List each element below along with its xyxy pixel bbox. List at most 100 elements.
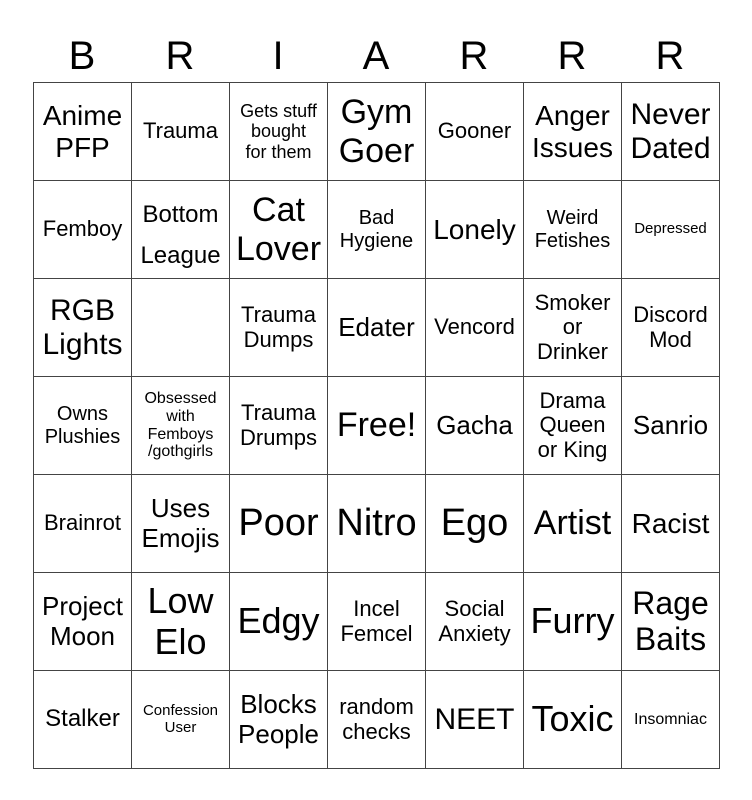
bingo-cell[interactable]: Trauma Drumps [230,377,328,475]
bingo-cell[interactable]: Stalker [34,671,132,769]
cell-label: Free! [336,406,417,445]
bingo-cell[interactable]: Brainrot [34,475,132,573]
cell-label: Furry [530,600,615,642]
cell-label: Femboy [42,216,123,242]
cell-label: Gacha [436,409,513,440]
bingo-cell[interactable]: Gets stuff bought for them [230,83,328,181]
cell-label: Obsessed with Femboys /gothgirls [144,389,217,461]
cell-label: Trauma Drumps [239,399,317,450]
bingo-cell[interactable]: Insomniac [622,671,720,769]
bingo-cell[interactable]: Cat Lover [230,181,328,279]
bingo-cell[interactable]: Bottom League [132,181,230,279]
cell-label: Bottom League [140,200,221,269]
bingo-cell[interactable]: RGB Lights [34,279,132,377]
cell-label: Anger Issues [532,100,613,163]
bingo-cell[interactable]: Owns Plushies [34,377,132,475]
bingo-cell[interactable]: Trauma [132,83,230,181]
cell-label: Uses Emojis [141,493,220,553]
cell-label: Drama Queen or King [537,387,608,462]
bingo-cell[interactable]: Ego [426,475,524,573]
cell-label: Racist [631,507,710,539]
cell-label: Low Elo [147,580,214,662]
cell-label: Bad Hygiene [339,207,414,252]
cell-label: Gets stuff bought for them [240,101,317,162]
bingo-cell[interactable]: Vencord [426,279,524,377]
bingo-cell[interactable]: Confession User [132,671,230,769]
cell-label: Vencord [434,314,515,340]
bingo-grid: Anime PFP Trauma Gets stuff bought for the… [33,82,720,769]
cell-label: Depressed [634,220,707,238]
cell-label: Blocks People [238,689,319,749]
bingo-cell[interactable]: Free! [328,377,426,475]
cell-label: Gooner [437,118,512,144]
cell-label: Social Anxiety [438,595,511,646]
cell-label: random checks [339,693,414,744]
bingo-cell[interactable]: Project Moon [34,573,132,671]
cell-label: Smoker or Drinker [534,289,611,364]
bingo-cell[interactable]: Gooner [426,83,524,181]
cell-label: Owns Plushies [44,403,121,448]
header-letter: A [362,34,390,78]
cell-label: Lonely [433,213,516,245]
bingo-cell[interactable]: Gym Goer [328,83,426,181]
cell-label: Stalker [45,705,120,733]
bingo-cell[interactable]: Sanrio [622,377,720,475]
cell-label: RGB Lights [42,293,123,361]
header-letter: R [557,34,587,78]
bingo-cell[interactable] [132,279,230,377]
bingo-cell[interactable]: Discord Mod [622,279,720,377]
cell-label: Incel Femcel [340,595,413,646]
bingo-cell[interactable]: random checks [328,671,426,769]
cell-label: Insomniac [634,710,707,728]
bingo-cell[interactable]: Edater [328,279,426,377]
bingo-cell[interactable]: Uses Emojis [132,475,230,573]
bingo-cell[interactable]: Femboy [34,181,132,279]
bingo-cell[interactable]: Poor [230,475,328,573]
cell-label: Nitro [336,502,417,545]
bingo-cell[interactable]: Incel Femcel [328,573,426,671]
bingo-cell[interactable]: Gacha [426,377,524,475]
cell-label: Brainrot [43,510,122,536]
bingo-cell[interactable]: Depressed [622,181,720,279]
header-letter: B [68,34,96,78]
cell-label: Poor [238,502,319,545]
cell-label: Ego [440,502,509,545]
cell-label: Edater [338,311,415,342]
bingo-cell[interactable]: Bad Hygiene [328,181,426,279]
cell-label: NEET [434,702,515,736]
bingo-cell[interactable]: Blocks People [230,671,328,769]
cell-label: Cat Lover [235,191,322,268]
bingo-cell[interactable]: Anger Issues [524,83,622,181]
cell-label: Sanrio [632,409,709,440]
bingo-cell[interactable]: Nitro [328,475,426,573]
cell-label: Gym Goer [338,93,415,170]
header-letter: I [272,34,284,78]
cell-label: Never Dated [630,97,711,165]
cell-label: Toxic [531,698,614,740]
bingo-cell[interactable]: Obsessed with Femboys /gothgirls [132,377,230,475]
bingo-cell[interactable]: Edgy [230,573,328,671]
bingo-cell[interactable]: Drama Queen or King [524,377,622,475]
bingo-cell[interactable]: Toxic [524,671,622,769]
bingo-cell[interactable]: Weird Fetishes [524,181,622,279]
bingo-cell[interactable]: Social Anxiety [426,573,524,671]
bingo-cell[interactable]: Trauma Dumps [230,279,328,377]
bingo-cell[interactable]: Artist [524,475,622,573]
cell-label: Trauma [143,118,218,144]
cell-label: Rage Baits [632,584,709,657]
header-letter: R [459,34,489,78]
bingo-cell[interactable]: Anime PFP [34,83,132,181]
bingo-cell[interactable]: Furry [524,573,622,671]
cell-label: Artist [533,504,612,543]
bingo-cell[interactable]: Never Dated [622,83,720,181]
cell-label: Edgy [237,600,320,642]
bingo-cell[interactable]: Racist [622,475,720,573]
bingo-cell[interactable]: NEET [426,671,524,769]
bingo-cell[interactable]: Smoker or Drinker [524,279,622,377]
bingo-cell[interactable]: Lonely [426,181,524,279]
bingo-cell[interactable]: Low Elo [132,573,230,671]
cell-label: Discord Mod [633,301,708,352]
header-letter: R [655,34,685,78]
bingo-cell[interactable]: Rage Baits [622,573,720,671]
